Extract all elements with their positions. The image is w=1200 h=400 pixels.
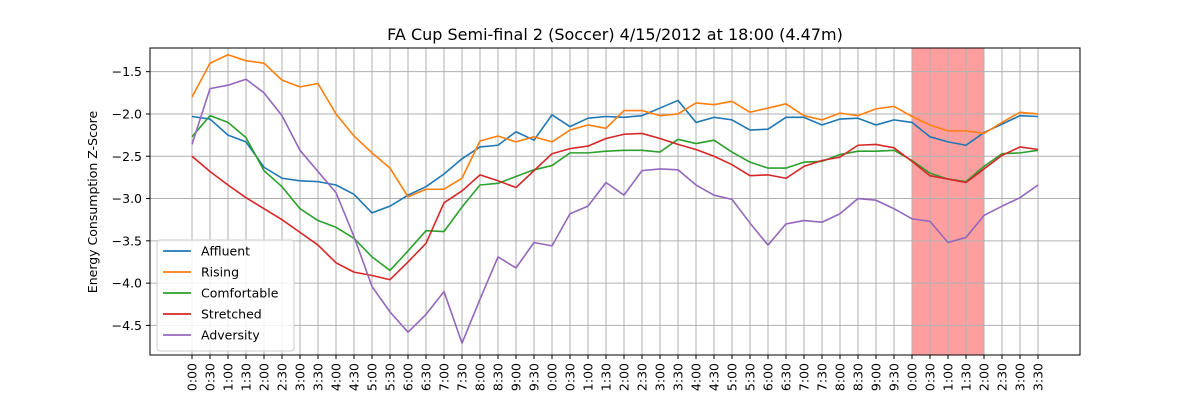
x-tick-label: 8:00 — [473, 363, 488, 391]
x-tick-label: 7:30 — [455, 363, 470, 391]
legend-label-comfortable: Comfortable — [201, 286, 279, 301]
x-tick-label: 1:00 — [581, 363, 596, 391]
x-tick-label: 1:30 — [959, 363, 974, 391]
x-tick-label: 5:30 — [743, 363, 758, 391]
x-tick-label: 3:30 — [311, 363, 326, 391]
x-tick-label: 1:00 — [221, 363, 236, 391]
y-tick-label: −2.0 — [112, 106, 142, 121]
legend: Affluent Rising Comfortable Stretched Advers… — [156, 239, 295, 352]
x-tick-label: 1:00 — [941, 363, 956, 391]
x-tick-label: 6:30 — [779, 363, 794, 391]
x-tick-label: 8:30 — [491, 363, 506, 391]
y-axis-label: Energy Consumption Z-Score — [85, 111, 100, 294]
y-tick-label: −3.0 — [112, 191, 142, 206]
x-tick-label: 3:00 — [653, 363, 668, 391]
x-tick-label: 6:00 — [401, 363, 416, 391]
y-tick-label: −2.5 — [112, 149, 142, 164]
plot-area: −1.5−2.0−2.5−3.0−3.5−4.0−4.50:00 0:30 1:00… — [112, 47, 1081, 391]
plot-frame — [149, 47, 1081, 356]
legend-box — [156, 239, 295, 352]
x-tick-label: 4:00 — [689, 363, 704, 391]
y-tick-label: −4.5 — [112, 318, 142, 333]
series-line-adversity — [191, 78, 1039, 344]
x-tick-label: 8:00 — [833, 363, 848, 391]
series-line-stretched — [191, 132, 1039, 281]
x-tick-label: 3:30 — [1031, 363, 1046, 391]
x-tick-label: 2:00 — [257, 363, 272, 391]
chart-title: FA Cup Semi-final 2 (Soccer) 4/15/2012 a… — [387, 25, 843, 44]
x-tick-label: 9:00 — [869, 363, 884, 391]
x-tick-label: 1:30 — [599, 363, 614, 391]
x-tick-label: 2:30 — [995, 363, 1010, 391]
x-tick-label: 3:30 — [671, 363, 686, 391]
x-tick-label: 3:00 — [1013, 363, 1028, 391]
x-tick-label: 7:00 — [797, 363, 812, 391]
x-tick-label: 2:00 — [617, 363, 632, 391]
y-tick-label: −3.5 — [112, 233, 142, 248]
x-tick-label: 6:30 — [419, 363, 434, 391]
x-tick-label: 2:00 — [977, 363, 992, 391]
legend-label-stretched: Stretched — [201, 307, 262, 322]
x-tick-label: 7:30 — [815, 363, 830, 391]
legend-label-rising: Rising — [201, 265, 239, 280]
x-tick-label: 5:00 — [725, 363, 740, 391]
x-tick-label: 9:30 — [527, 363, 542, 391]
legend-label-adversity: Adversity — [201, 328, 260, 343]
x-tick-label: 8:30 — [851, 363, 866, 391]
x-tick-label: 0:30 — [563, 363, 578, 391]
x-tick-label: 4:00 — [329, 363, 344, 391]
x-tick-label: 0:00 — [545, 363, 560, 391]
x-tick-label: 0:00 — [185, 363, 200, 391]
x-tick-label: 3:00 — [293, 363, 308, 391]
x-tick-label: 0:30 — [923, 363, 938, 391]
legend-label-affluent: Affluent — [201, 244, 250, 259]
x-tick-label: 1:30 — [239, 363, 254, 391]
x-tick-label: 2:30 — [635, 363, 650, 391]
grid-lines — [150, 48, 1080, 355]
x-tick-label: 7:00 — [437, 363, 452, 391]
series-line-rising — [191, 53, 1039, 198]
x-tick-label: 9:30 — [887, 363, 902, 391]
x-tick-label: 6:00 — [761, 363, 776, 391]
series-line-affluent — [191, 99, 1039, 214]
y-tick-label: −1.5 — [112, 64, 142, 79]
x-tick-label: 2:30 — [275, 363, 290, 391]
x-tick-label: 4:30 — [707, 363, 722, 391]
x-tick-label: 9:00 — [509, 363, 524, 391]
y-tick-label: −4.0 — [112, 276, 142, 291]
x-tick-label: 5:00 — [365, 363, 380, 391]
x-tick-label: 0:30 — [203, 363, 218, 391]
x-tick-label: 5:30 — [383, 363, 398, 391]
x-tick-label: 0:00 — [905, 363, 920, 391]
series-line-comfortable — [191, 114, 1039, 272]
x-tick-label: 4:30 — [347, 363, 362, 391]
